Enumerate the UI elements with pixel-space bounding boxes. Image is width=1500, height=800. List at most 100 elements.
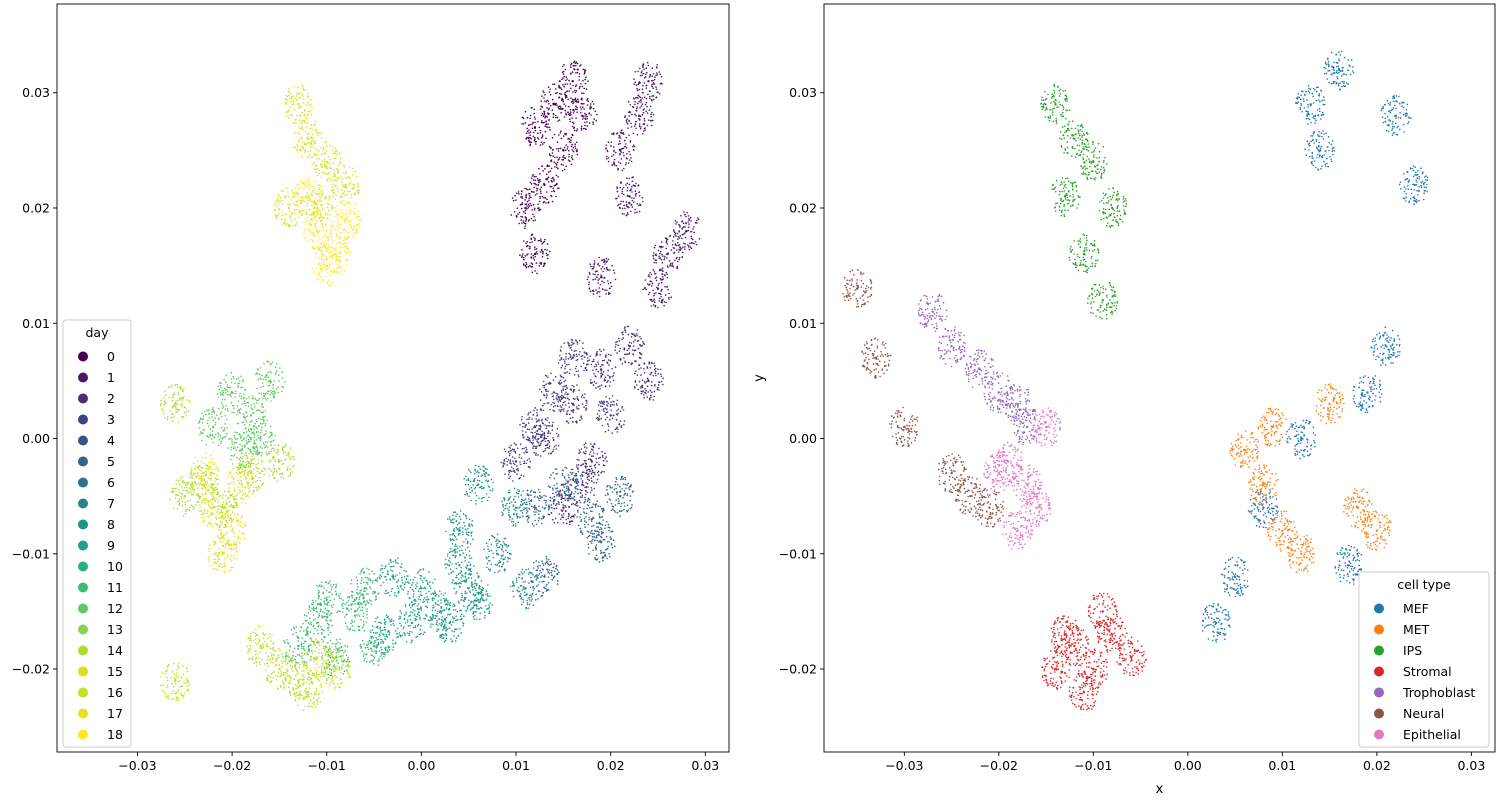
point	[543, 264, 545, 266]
point	[571, 71, 574, 73]
point	[469, 491, 472, 494]
point	[351, 594, 354, 597]
point	[552, 502, 555, 505]
point	[646, 124, 649, 127]
point	[554, 468, 557, 470]
point	[573, 126, 576, 129]
point	[585, 467, 587, 469]
point	[551, 200, 554, 203]
point	[329, 591, 332, 593]
point	[649, 97, 651, 100]
point	[684, 232, 686, 234]
point	[371, 635, 374, 638]
point	[543, 197, 545, 199]
point	[619, 494, 622, 498]
point	[553, 575, 556, 577]
point	[525, 568, 527, 571]
point	[472, 538, 474, 540]
point	[669, 263, 672, 266]
point	[655, 254, 657, 257]
point	[597, 526, 600, 528]
point	[529, 439, 531, 442]
point	[638, 123, 641, 125]
point	[455, 515, 457, 518]
point	[675, 249, 678, 251]
point	[542, 90, 544, 92]
point	[543, 436, 546, 438]
point	[504, 507, 507, 510]
point	[626, 504, 629, 507]
point	[607, 359, 610, 361]
point	[621, 188, 624, 191]
point	[556, 393, 559, 395]
point	[523, 123, 525, 125]
point	[540, 192, 542, 194]
point	[631, 504, 633, 506]
point	[585, 367, 587, 369]
point	[607, 291, 610, 294]
point	[564, 367, 566, 370]
point	[573, 495, 576, 498]
point	[594, 473, 596, 476]
point	[547, 108, 550, 111]
point	[668, 292, 670, 295]
point	[603, 551, 606, 554]
point	[654, 372, 657, 375]
point	[452, 529, 455, 532]
point	[642, 66, 644, 69]
point	[300, 645, 303, 648]
point	[537, 428, 540, 430]
point	[541, 433, 544, 435]
point	[396, 585, 399, 587]
point	[605, 396, 607, 398]
point	[507, 551, 509, 554]
point	[455, 619, 457, 622]
point	[640, 105, 643, 107]
point	[598, 463, 600, 466]
point	[373, 656, 376, 659]
point	[593, 494, 595, 496]
point	[599, 402, 602, 405]
point	[470, 577, 473, 579]
point	[389, 595, 391, 597]
point	[378, 635, 380, 638]
point	[359, 643, 362, 646]
point	[611, 395, 614, 397]
point	[572, 122, 575, 125]
point	[372, 644, 376, 648]
point	[564, 401, 566, 403]
point	[519, 510, 522, 512]
point	[617, 337, 620, 340]
point	[425, 614, 428, 616]
point	[509, 585, 512, 588]
point	[412, 581, 414, 584]
point	[639, 82, 641, 84]
point	[625, 184, 627, 186]
point	[422, 568, 425, 571]
point	[339, 592, 341, 595]
point	[595, 554, 598, 557]
point	[516, 589, 518, 592]
point	[306, 631, 308, 634]
point	[550, 504, 553, 506]
point	[598, 291, 601, 293]
point	[437, 600, 439, 602]
point	[573, 129, 576, 132]
point	[474, 599, 477, 601]
point	[526, 602, 529, 604]
point	[504, 473, 506, 476]
point	[502, 562, 505, 564]
point	[423, 600, 426, 603]
point	[520, 193, 523, 195]
point	[475, 499, 477, 502]
point	[308, 606, 311, 609]
point	[384, 623, 386, 625]
point	[541, 95, 543, 97]
point	[662, 278, 664, 280]
point	[581, 394, 584, 397]
point	[478, 471, 480, 474]
point	[399, 634, 401, 636]
point	[548, 381, 551, 384]
point	[553, 133, 556, 136]
point	[574, 486, 576, 489]
